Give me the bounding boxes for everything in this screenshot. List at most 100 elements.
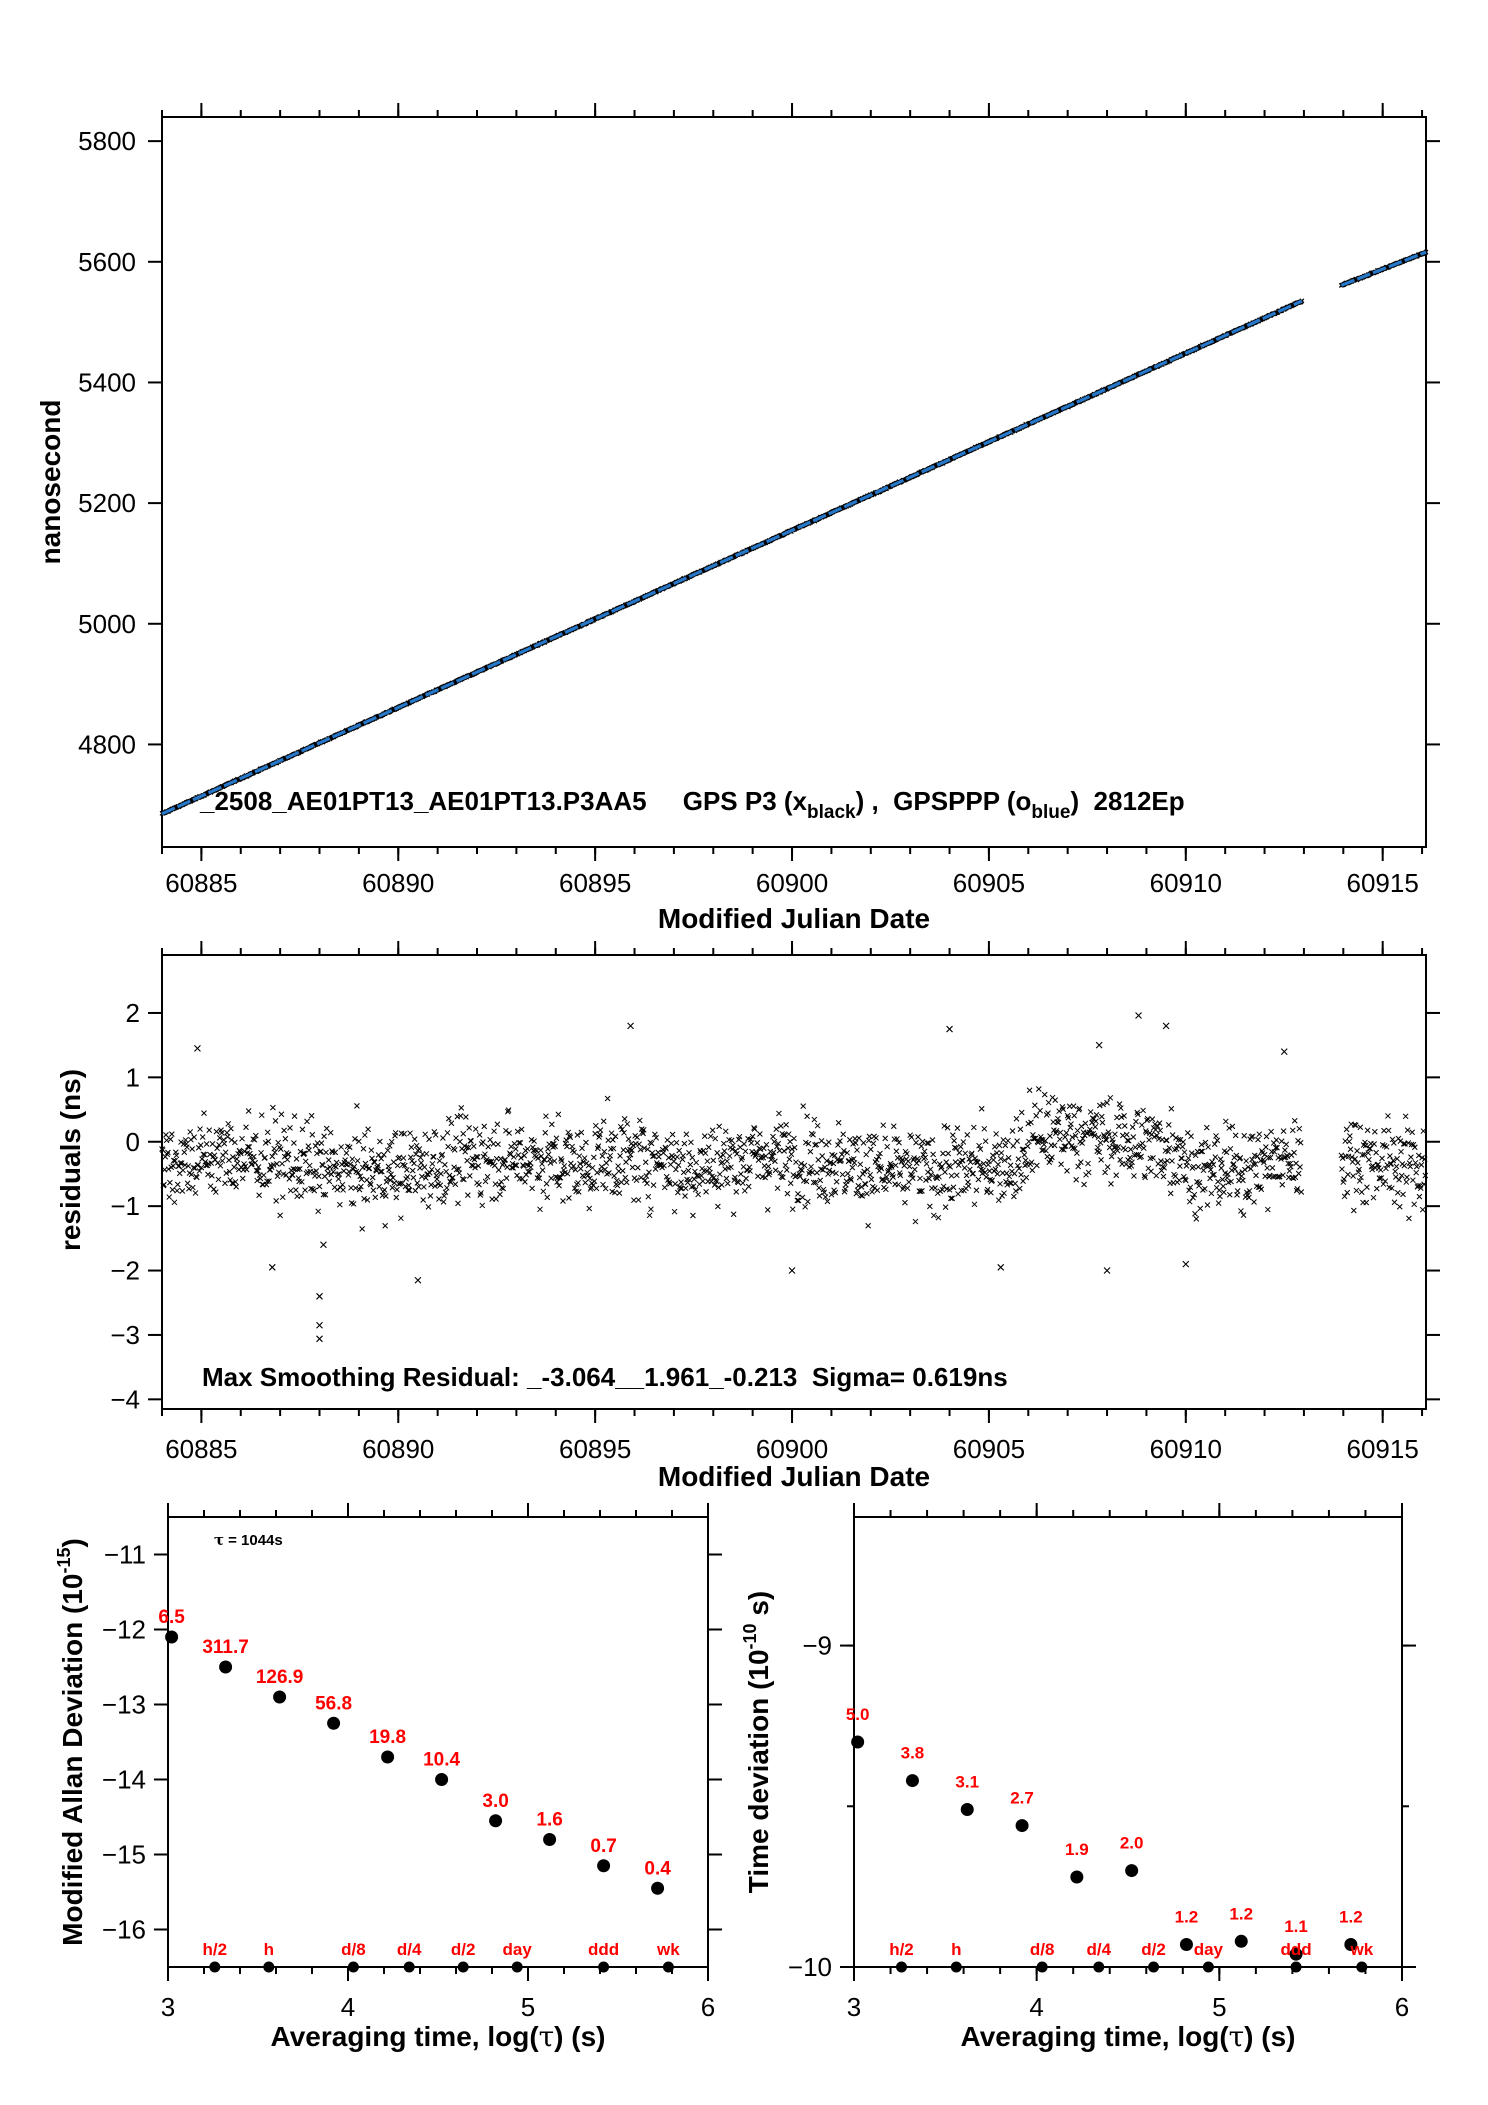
residual-point [1098,1113,1105,1120]
residual-point [239,1175,246,1182]
residual-point [986,1158,992,1165]
mdev-panel: 3 4 5 6 −16 −15 −14 −13 −12 −11 6.5 311.7 126.9 56.8… [54,1503,722,2053]
residual-point [1268,1128,1274,1135]
residual-point [1139,1140,1146,1147]
interval-marker-label: d/4 [397,1940,422,1959]
residual-point [230,1154,236,1160]
residual-point [1291,1149,1297,1156]
residual-point [298,1192,304,1199]
residual-point [1379,1155,1385,1162]
residual-point [487,1136,493,1143]
interval-marker [457,1961,469,1973]
residual-point [1404,1174,1410,1181]
residual-point [627,1151,634,1158]
residual-point [426,1136,432,1143]
residual-point [476,1132,483,1138]
residual-point [346,1168,352,1175]
residual-point [327,1164,333,1171]
residual-point [1377,1167,1384,1173]
residual-point [712,1135,719,1142]
residual-point [465,1144,472,1151]
residual-point [619,1167,626,1174]
residual-point [1012,1180,1019,1187]
residual-point [1217,1156,1224,1162]
residual-point [364,1197,371,1203]
residual-point [890,1123,897,1130]
residual-point [1263,1133,1270,1140]
residual-point [539,1167,546,1173]
residual-point [274,1173,281,1180]
residual-point [687,1161,694,1168]
residual-point [542,1129,549,1136]
residual-point [428,1181,434,1188]
residual-point [370,1187,377,1194]
deviation-value-label: 1.2 [1229,1904,1253,1923]
residual-point [174,1187,180,1194]
x-tick-label: 60915 [1347,868,1419,898]
y-tick-label: 5800 [78,126,136,156]
residual-point [992,1166,999,1173]
residual-point [1212,1154,1219,1160]
residual-point [1073,1176,1080,1183]
residual-point [1074,1150,1080,1156]
residual-point [1295,1170,1302,1177]
residual-point [582,1179,589,1186]
residual-point [468,1162,475,1169]
residual-point [273,1198,280,1204]
residual-point [703,1188,709,1195]
x-tick-label: 4 [341,1992,355,2022]
residual-point [782,1162,789,1169]
residual-point [1064,1168,1070,1174]
x-tick-label: 4 [1029,1992,1043,2022]
residual-point [222,1149,229,1156]
residual-point [445,1115,452,1122]
residual-point [1148,1168,1154,1175]
residual-point [1283,1141,1290,1148]
residual-point [426,1169,433,1176]
residual-point [369,1155,375,1162]
residual-point [314,1150,320,1157]
residual-point [724,1158,730,1165]
residual-point [1190,1163,1197,1170]
residual-point [988,1189,994,1196]
residual-point [882,1135,889,1142]
residual-point [804,1198,811,1205]
residual-point [975,1176,982,1183]
residual-point [372,1194,379,1201]
residual-point [164,1151,171,1158]
residual-point [540,1188,547,1195]
residual-point [217,1162,224,1169]
residual-point [377,1168,384,1175]
residual-point [394,1162,401,1169]
residual-point [343,1150,350,1156]
deviation-point [651,1881,665,1895]
residual-point [960,1139,967,1145]
residual-point [432,1132,439,1138]
residual-point [893,1148,900,1155]
residual-point [476,1181,482,1188]
residual-point [410,1174,417,1181]
residual-point [484,1173,491,1180]
residual-point [1234,1188,1241,1194]
residual-point [610,1137,616,1143]
residual-point [375,1152,382,1158]
residual-point [491,1162,498,1169]
residual-point [453,1166,460,1173]
residual-point [495,1141,501,1148]
residual-point [181,1149,188,1156]
residual-point [1215,1200,1222,1206]
residual-point [1000,1137,1007,1143]
residual-point [673,1166,679,1173]
residual-point [612,1133,619,1140]
deviation-point [1125,1864,1139,1878]
residual-point [1215,1178,1221,1185]
residual-point [763,1141,770,1148]
deviation-value-label: 2.0 [1120,1834,1144,1853]
residual-point [434,1176,440,1183]
residual-point [873,1135,879,1141]
residual-point [457,1138,463,1145]
residual-point [346,1144,353,1151]
residual-point [262,1139,269,1146]
phase-blue-series [1340,250,1427,287]
residual-point [1243,1158,1250,1164]
